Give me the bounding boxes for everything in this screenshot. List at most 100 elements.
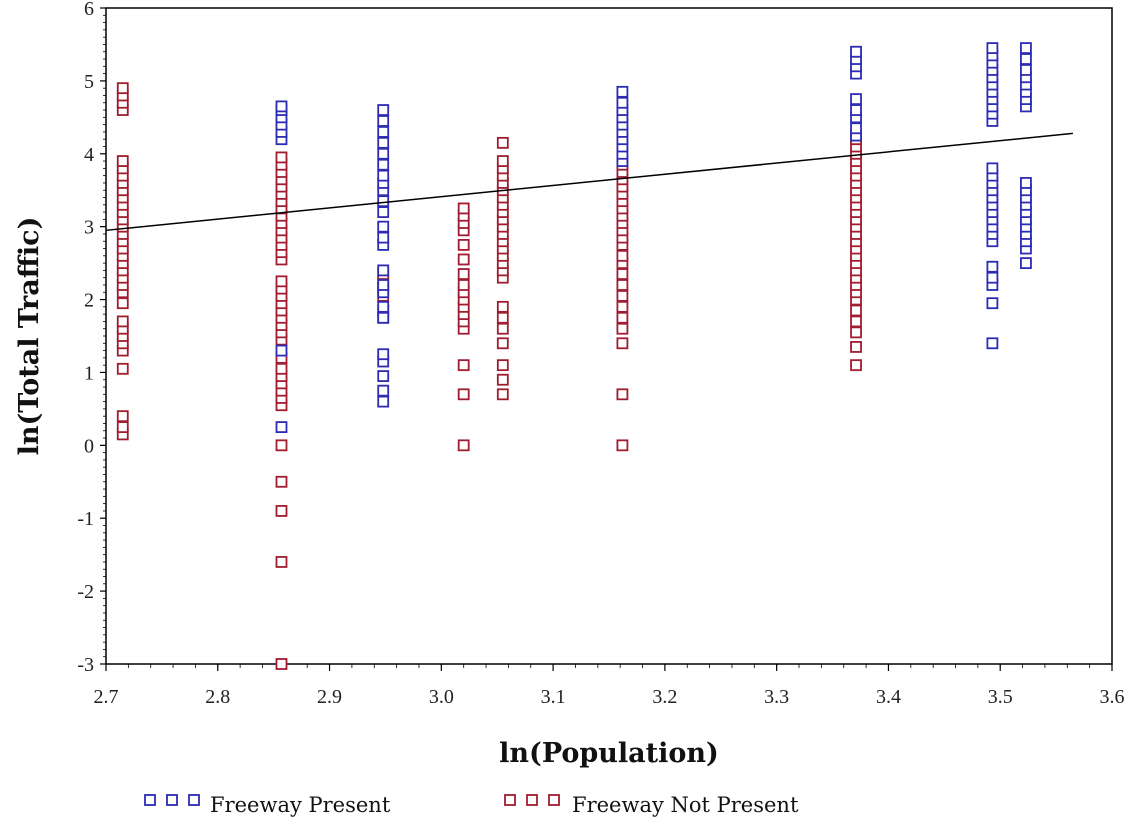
point-freeway-not-present <box>496 388 509 401</box>
legend-square <box>548 794 560 806</box>
point-freeway-not-present <box>496 337 509 350</box>
point-freeway-present <box>1020 257 1032 270</box>
point-freeway-not-present <box>616 439 629 452</box>
point-freeway-present <box>850 93 862 106</box>
legend-square <box>504 794 516 806</box>
point-freeway-present <box>275 344 288 357</box>
point-freeway-not-present <box>275 658 288 670</box>
point-freeway-present <box>850 122 862 135</box>
point-freeway-present <box>377 169 390 182</box>
x-tick-label: 3.4 <box>876 686 901 708</box>
point-freeway-present <box>377 115 390 127</box>
point-freeway-not-present <box>116 155 129 167</box>
axis-ticks: -3 -2 -1 0 1 2 3 4 5 6 2.7 2.8 2.9 3.0 3.1 3.2 3.3 3.4 3.5… <box>77 0 1124 708</box>
point-freeway-not-present <box>616 322 629 335</box>
x-tick-label: 2.7 <box>94 686 119 708</box>
point-freeway-not-present <box>616 279 629 291</box>
point-freeway-present <box>986 337 999 350</box>
point-freeway-not-present <box>275 475 288 488</box>
point-freeway-not-present <box>496 322 509 335</box>
point-freeway-present <box>616 96 629 109</box>
point-freeway-not-present <box>616 300 629 313</box>
point-freeway-not-present <box>275 439 288 452</box>
point-freeway-present <box>377 300 390 313</box>
point-freeway-not-present <box>496 373 509 386</box>
point-freeway-present <box>1020 42 1032 54</box>
point-freeway-not-present <box>616 268 629 280</box>
y-tick-label: 0 <box>84 435 94 457</box>
point-freeway-not-present <box>850 341 862 353</box>
point-freeway-present <box>1020 64 1032 76</box>
regression-line <box>105 132 1073 232</box>
x-tick-label: 2.9 <box>317 686 342 708</box>
point-freeway-not-present <box>616 388 629 401</box>
point-freeway-not-present <box>275 275 288 288</box>
point-freeway-not-present <box>457 202 470 215</box>
point-freeway-present <box>377 104 390 116</box>
point-freeway-present <box>377 158 390 171</box>
point-freeway-not-present <box>457 238 470 251</box>
x-tick-label: 2.8 <box>205 686 230 708</box>
point-freeway-present <box>986 42 999 54</box>
point-freeway-not-present <box>116 297 129 310</box>
y-tick-label: 1 <box>84 362 94 384</box>
point-freeway-not-present <box>850 326 862 339</box>
point-freeway-not-present <box>116 315 129 328</box>
y-tick-label: 2 <box>84 290 94 312</box>
point-freeway-present <box>377 348 390 361</box>
point-freeway-present <box>275 100 288 113</box>
point-freeway-not-present <box>116 410 129 423</box>
legend-label-freeway-not-present: Freeway Not Present <box>572 793 799 817</box>
point-freeway-not-present <box>457 388 470 401</box>
point-freeway-not-present <box>616 290 629 302</box>
point-freeway-present <box>850 45 862 58</box>
point-freeway-not-present <box>496 136 509 149</box>
point-freeway-present <box>377 395 390 408</box>
legend-label-freeway-present: Freeway Present <box>210 793 391 817</box>
point-freeway-not-present <box>275 151 288 164</box>
x-tick-label: 3.2 <box>652 686 677 708</box>
point-freeway-present <box>377 311 390 324</box>
point-freeway-present <box>377 370 390 382</box>
point-freeway-not-present <box>275 556 288 568</box>
point-freeway-not-present <box>850 304 862 317</box>
point-freeway-present <box>377 264 390 277</box>
y-tick-label: 6 <box>84 0 94 20</box>
point-freeway-present <box>275 421 288 434</box>
point-freeway-present <box>850 104 862 116</box>
point-freeway-not-present <box>275 505 288 517</box>
point-freeway-present <box>1020 177 1032 189</box>
x-axis-title: ln(Population) <box>499 738 719 769</box>
point-freeway-present <box>377 195 390 208</box>
point-freeway-present <box>986 162 999 175</box>
y-axis-title: ln(Total Traffic) <box>14 217 45 456</box>
y-tick-label: -3 <box>77 654 94 676</box>
point-freeway-present <box>377 279 390 291</box>
point-freeway-present <box>616 85 629 98</box>
y-tick-label: -1 <box>77 508 94 530</box>
point-freeway-present <box>377 384 390 397</box>
point-freeway-present <box>377 231 390 244</box>
point-freeway-not-present <box>116 421 129 434</box>
point-freeway-not-present <box>850 315 862 328</box>
point-freeway-not-present <box>116 362 129 375</box>
y-tick-label: 3 <box>84 217 94 239</box>
point-freeway-present <box>377 136 390 149</box>
point-freeway-not-present <box>496 359 509 372</box>
point-freeway-present <box>986 260 999 273</box>
point-freeway-present <box>986 297 999 310</box>
legend: Freeway Present Freeway Not Present <box>144 793 799 817</box>
point-freeway-not-present <box>850 359 862 372</box>
point-freeway-not-present <box>275 362 288 375</box>
point-freeway-present <box>986 271 999 284</box>
legend-marker-freeway-present <box>144 794 200 806</box>
y-tick-label: -2 <box>77 581 94 603</box>
legend-square <box>526 794 538 806</box>
y-tick-label: 5 <box>84 71 94 93</box>
point-freeway-present <box>1020 53 1032 65</box>
x-tick-label: 3.1 <box>541 686 566 708</box>
legend-square <box>188 794 200 806</box>
point-freeway-not-present <box>616 311 629 324</box>
legend-marker-freeway-not-present <box>504 794 560 806</box>
point-freeway-not-present <box>457 439 470 452</box>
